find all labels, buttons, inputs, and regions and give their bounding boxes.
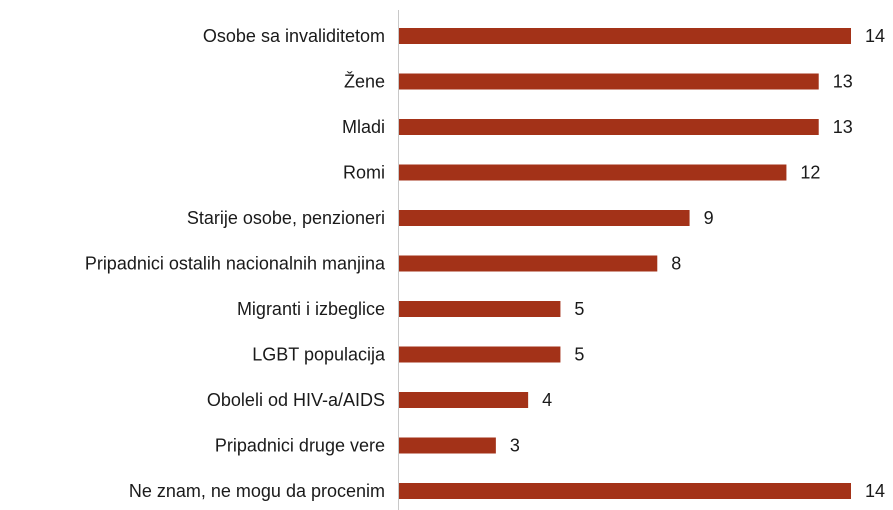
data-label: 14	[865, 26, 885, 46]
data-label: 5	[574, 344, 584, 364]
category-label: Migranti i izbeglice	[237, 299, 385, 319]
category-label: Ne znam, ne mogu da procenim	[129, 481, 385, 501]
category-label: Osobe sa invaliditetom	[203, 26, 385, 46]
data-label: 9	[704, 208, 714, 228]
category-label: Pripadnici druge vere	[215, 435, 385, 455]
category-label: LGBT populacija	[252, 344, 386, 364]
data-label: 13	[833, 117, 853, 137]
data-label: 8	[671, 253, 681, 273]
bar	[399, 210, 690, 226]
data-label: 12	[800, 162, 820, 182]
bar	[399, 255, 658, 272]
bar	[399, 301, 561, 317]
bar	[399, 392, 529, 408]
data-label: 4	[542, 390, 552, 410]
bar	[399, 164, 787, 181]
bar	[399, 346, 561, 363]
category-label: Starije osobe, penzioneri	[187, 208, 385, 228]
category-label: Romi	[343, 162, 385, 182]
category-label: Mladi	[342, 117, 385, 137]
data-label: 14	[865, 481, 885, 501]
category-label: Žene	[344, 71, 385, 91]
category-label: Oboleli od HIV-a/AIDS	[207, 390, 385, 410]
bar	[399, 483, 851, 499]
bar	[399, 437, 496, 454]
bar	[399, 28, 851, 44]
data-label: 3	[510, 435, 520, 455]
bar	[399, 73, 819, 90]
data-label: 13	[833, 71, 853, 91]
category-label: Pripadnici ostalih nacionalnih manjina	[85, 253, 386, 273]
data-label: 5	[574, 299, 584, 319]
bar	[399, 119, 819, 135]
